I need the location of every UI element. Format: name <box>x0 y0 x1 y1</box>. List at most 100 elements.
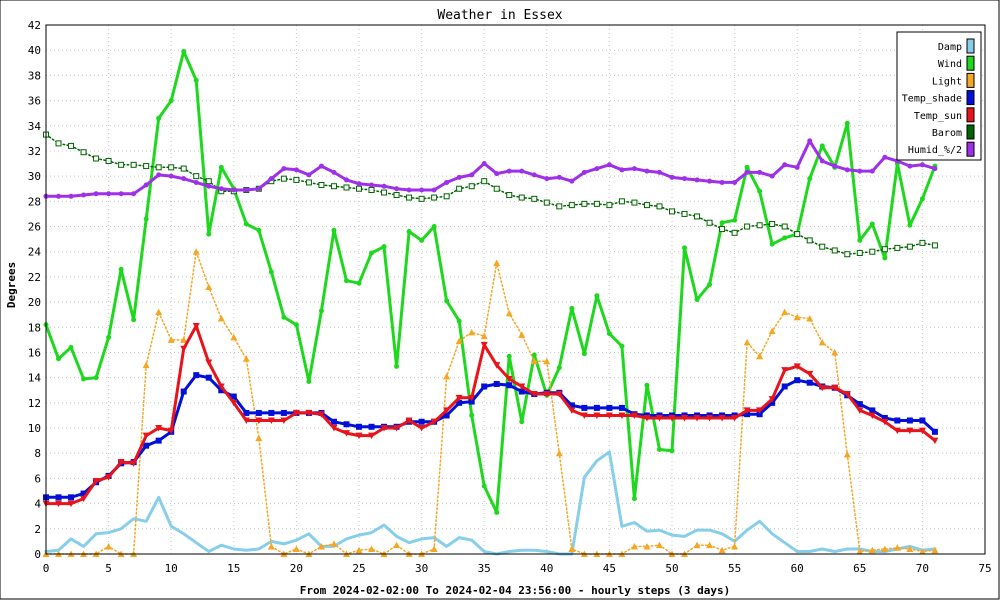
data-point-humid-2 <box>744 169 750 175</box>
data-point-barom <box>356 185 362 192</box>
chart-title: Weather in Essex <box>437 8 562 23</box>
data-point-temp-sun <box>818 384 826 392</box>
data-point-wind <box>81 376 87 382</box>
data-point-light <box>368 545 376 552</box>
data-point-light <box>793 313 801 321</box>
data-point-temp-sun <box>493 362 501 369</box>
data-point-wind <box>419 237 425 243</box>
x-tick-label: 25 <box>352 562 365 575</box>
data-point-temp-shade <box>55 494 62 501</box>
data-point-light <box>843 450 851 458</box>
data-point-temp-sun <box>180 345 188 353</box>
data-point-humid-2 <box>919 162 925 168</box>
data-point-light <box>255 434 263 442</box>
data-point-temp-sun <box>618 412 626 419</box>
data-point-humid-2 <box>719 179 725 185</box>
data-point-temp-sun <box>305 409 313 417</box>
data-point-barom <box>418 195 425 202</box>
data-point-light <box>505 309 513 317</box>
data-point-temp-shade <box>268 409 275 416</box>
data-point-barom <box>606 202 613 209</box>
data-point-light <box>806 314 814 322</box>
data-point-barom <box>568 202 575 209</box>
data-point-humid-2 <box>68 193 74 199</box>
legend-label-humid-2: Humid_%/2 <box>908 145 962 156</box>
legend-label-damp: Damp <box>938 42 962 53</box>
data-point-barom <box>168 164 175 171</box>
data-point-light <box>230 333 238 341</box>
data-point-wind <box>469 412 475 418</box>
data-point-wind <box>669 448 675 454</box>
x-tick-label: 30 <box>415 562 428 575</box>
data-point-humid-2 <box>181 176 187 182</box>
data-point-light <box>493 259 501 267</box>
data-point-humid-2 <box>218 186 224 192</box>
data-point-light <box>568 545 576 552</box>
data-point-temp-sun <box>480 341 488 349</box>
data-point-light <box>868 546 876 554</box>
data-point-temp-sun <box>843 391 851 398</box>
data-point-barom <box>55 140 62 147</box>
data-point-temp-shade <box>581 404 588 411</box>
data-point-wind <box>243 221 249 227</box>
data-point-wind <box>819 143 825 149</box>
series-line-damp <box>44 450 937 556</box>
data-point-wind <box>93 375 99 381</box>
data-point-barom <box>468 183 475 190</box>
data-point-light <box>317 542 325 550</box>
data-point-wind <box>444 298 450 304</box>
legend-label-light: Light <box>932 76 962 87</box>
data-point-wind <box>431 224 437 230</box>
data-point-temp-shade <box>343 421 350 428</box>
data-point-temp-sun <box>806 370 814 378</box>
data-point-barom <box>93 155 100 162</box>
data-point-temp-shade <box>618 404 625 411</box>
data-point-barom <box>305 179 312 186</box>
data-point-humid-2 <box>93 191 99 197</box>
y-tick-label: 42 <box>28 19 41 32</box>
data-point-temp-shade <box>931 428 938 435</box>
data-point-humid-2 <box>193 179 199 185</box>
data-point-temp-sun <box>242 417 250 424</box>
data-point-barom <box>343 184 350 191</box>
x-tick-label: 50 <box>665 562 678 575</box>
data-point-wind <box>732 217 738 223</box>
data-point-light <box>267 542 275 550</box>
data-point-wind <box>118 266 124 272</box>
data-point-temp-sun <box>368 432 376 440</box>
data-point-temp-sun <box>130 460 138 467</box>
data-point-temp-sun <box>418 425 426 432</box>
y-tick-label: 6 <box>34 472 41 485</box>
data-point-temp-sun <box>580 412 588 419</box>
data-point-barom <box>80 149 87 156</box>
data-point-temp-sun <box>117 459 125 466</box>
x-tick-label: 55 <box>728 562 741 575</box>
data-point-humid-2 <box>556 174 562 180</box>
data-point-barom <box>180 165 187 172</box>
data-point-humid-2 <box>506 168 512 174</box>
data-point-temp-sun <box>881 418 889 426</box>
data-point-barom <box>556 203 563 210</box>
data-point-temp-sun <box>205 359 213 367</box>
data-point-barom <box>643 202 650 209</box>
data-point-wind <box>719 220 725 226</box>
data-point-humid-2 <box>694 177 700 183</box>
data-point-barom <box>844 251 851 258</box>
data-point-barom <box>806 237 813 244</box>
data-point-temp-sun <box>192 323 200 330</box>
data-point-barom <box>481 178 488 185</box>
data-point-temp-sun <box>267 417 275 424</box>
data-point-humid-2 <box>832 163 838 169</box>
data-point-temp-shade <box>193 372 200 379</box>
data-point-temp-sun <box>868 412 876 419</box>
data-point-barom <box>756 222 763 229</box>
data-point-barom <box>368 186 375 193</box>
x-tick-label: 0 <box>43 562 50 575</box>
y-tick-label: 18 <box>28 321 41 334</box>
data-point-humid-2 <box>331 169 337 175</box>
data-point-barom <box>744 223 751 230</box>
series-temp-sun <box>42 323 939 508</box>
data-point-humid-2 <box>882 154 888 160</box>
data-point-temp-sun <box>643 414 651 422</box>
y-tick-label: 12 <box>28 397 41 410</box>
